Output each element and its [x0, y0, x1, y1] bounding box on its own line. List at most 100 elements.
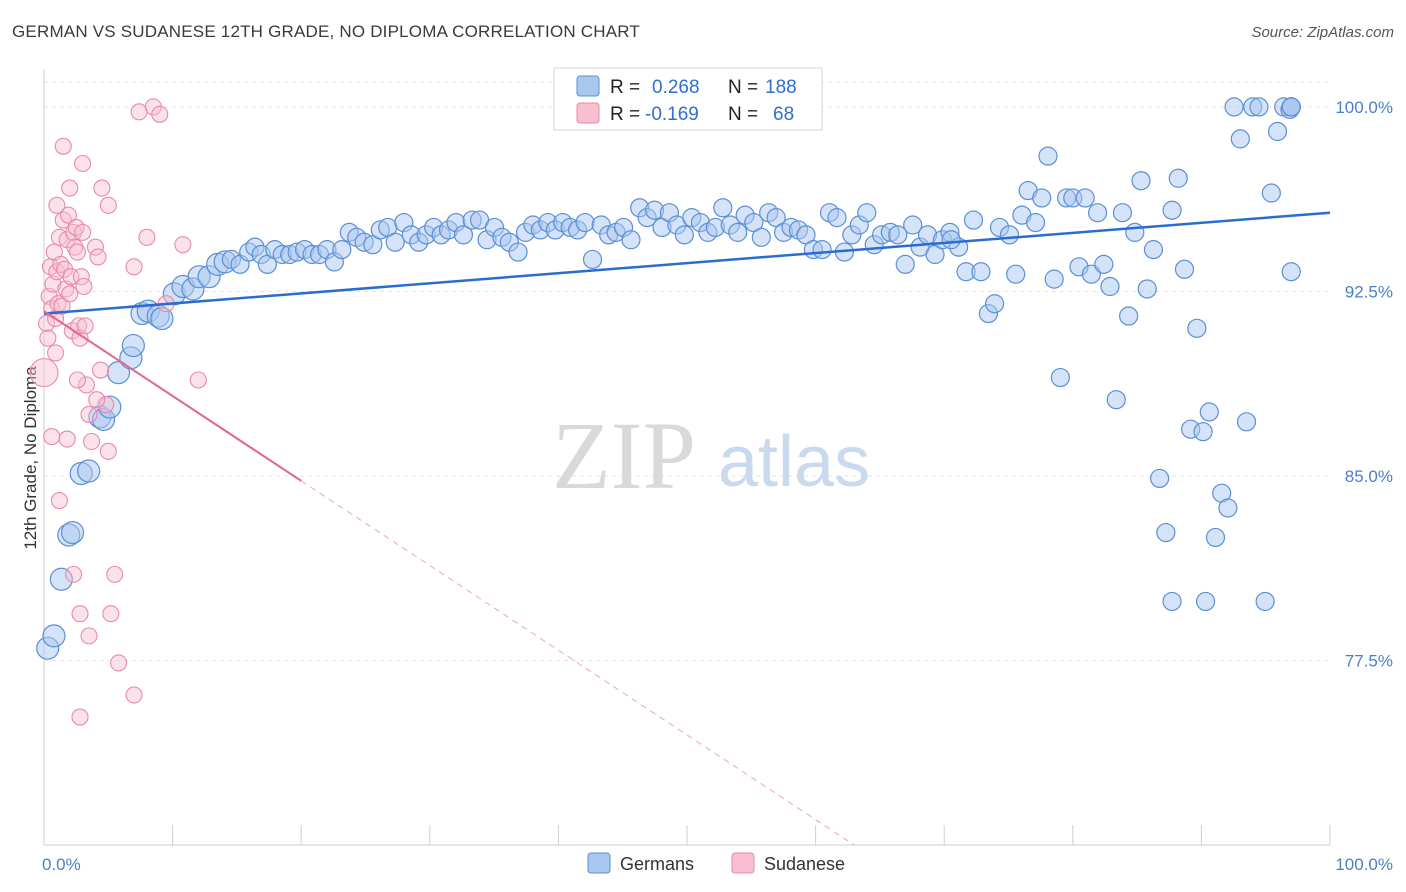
- german-point: [999, 225, 1020, 245]
- german-point: [1261, 183, 1281, 203]
- trendlines: [43, 211, 1331, 846]
- german-point: [1038, 146, 1058, 166]
- german-point: [1174, 259, 1195, 279]
- sudanese-point: [83, 432, 101, 451]
- sudanese-point: [125, 258, 143, 276]
- germans-n-value: 188: [765, 77, 797, 98]
- german-point: [150, 306, 174, 331]
- sudanese-point: [43, 428, 61, 446]
- sudanese-point: [71, 708, 89, 726]
- sudanese-n-value: 68: [773, 104, 794, 125]
- german-point: [1125, 222, 1145, 242]
- german-point: [77, 459, 101, 483]
- german-point: [1025, 212, 1046, 233]
- sudanese-point: [92, 361, 110, 379]
- german-point: [903, 215, 923, 235]
- sudanese-point: [72, 268, 90, 286]
- y-tick-label: 77.5%: [1345, 651, 1393, 670]
- german-point: [1131, 171, 1151, 191]
- german-point: [508, 242, 528, 262]
- german-point: [1193, 422, 1213, 442]
- german-point: [1281, 262, 1301, 282]
- sudanese-point: [68, 243, 86, 261]
- german-point: [582, 249, 603, 270]
- german-point: [1032, 188, 1052, 208]
- german-point: [1162, 200, 1182, 220]
- watermark-zip: ZIP: [552, 402, 696, 509]
- watermark: ZIP atlas: [552, 402, 870, 509]
- german-point: [728, 222, 748, 242]
- german-point: [1137, 279, 1157, 299]
- sudanese-point: [62, 268, 80, 286]
- sudanese-point: [71, 605, 89, 623]
- german-point: [1281, 97, 1301, 117]
- grid-lines: [44, 81, 1330, 661]
- stats-legend: R = 0.268 N = 188 R = -0.169 N = 68: [553, 67, 823, 131]
- german-point: [453, 225, 474, 245]
- sudanese-point: [68, 371, 86, 389]
- german-point: [963, 210, 984, 230]
- german-point: [812, 240, 832, 260]
- chart-title: GERMAN VS SUDANESE 12TH GRADE, NO DIPLOM…: [12, 22, 641, 41]
- german-point: [888, 225, 908, 245]
- sudanese-point: [58, 430, 76, 448]
- sudanese-point: [93, 179, 111, 197]
- german-point: [713, 198, 733, 218]
- german-point: [1088, 203, 1108, 223]
- sudanese-point: [151, 105, 169, 123]
- sudanese-point: [77, 376, 95, 394]
- german-point: [1112, 203, 1133, 223]
- source-label: Source: ZipAtlas.com: [1251, 24, 1394, 41]
- german-point: [1075, 188, 1095, 208]
- sudanese-point: [99, 442, 117, 460]
- german-point: [621, 230, 641, 250]
- sudanese-n-label: N =: [728, 104, 758, 125]
- german-point: [1156, 522, 1176, 543]
- sudanese-series-label: Sudanese: [764, 854, 845, 874]
- sudanese-point: [88, 391, 106, 409]
- german-point: [42, 624, 66, 648]
- german-point: [1150, 468, 1170, 489]
- watermark-atlas: atlas: [718, 422, 870, 502]
- german-point: [827, 208, 847, 228]
- german-point: [971, 262, 991, 282]
- germans-trendline: [43, 211, 1331, 315]
- sudanese-point: [61, 285, 79, 303]
- german-point: [332, 240, 352, 260]
- german-point: [1255, 591, 1275, 612]
- german-point: [1195, 591, 1216, 612]
- german-point: [1218, 498, 1238, 518]
- german-point: [1224, 97, 1244, 117]
- series-legend: Germans Sudanese: [587, 852, 845, 874]
- german-point: [941, 230, 961, 250]
- sudanese-point: [59, 206, 77, 224]
- german-point: [1168, 168, 1188, 188]
- sudanese-point: [48, 196, 66, 214]
- sudanese-r-value: -0.169: [645, 104, 699, 125]
- sudanese-point: [47, 344, 65, 362]
- sudanese-point: [99, 196, 117, 214]
- german-point: [751, 227, 771, 247]
- sudanese-point: [29, 358, 59, 388]
- german-point: [1044, 269, 1064, 289]
- germans-legend-swatch: [576, 75, 600, 97]
- sudanese-point: [74, 154, 92, 173]
- german-point: [1100, 276, 1120, 297]
- german-point: [1205, 527, 1226, 548]
- sudanese-point: [54, 211, 72, 229]
- german-point: [575, 212, 595, 233]
- y-tick-labels: 77.5% 85.0% 92.5% 100.0%: [1335, 98, 1393, 671]
- x-tick-label-min: 0.0%: [42, 855, 81, 874]
- sudanese-point: [86, 238, 104, 256]
- sudanese-point: [66, 238, 84, 256]
- german-point: [674, 225, 694, 245]
- german-point: [1199, 402, 1219, 422]
- germans-series-label: Germans: [620, 854, 694, 874]
- sudanese-point: [174, 236, 192, 254]
- sudanese-point: [97, 396, 115, 414]
- german-point: [121, 333, 145, 358]
- german-points: [36, 97, 1301, 660]
- german-point: [1050, 367, 1070, 388]
- germans-series-swatch: [587, 852, 611, 874]
